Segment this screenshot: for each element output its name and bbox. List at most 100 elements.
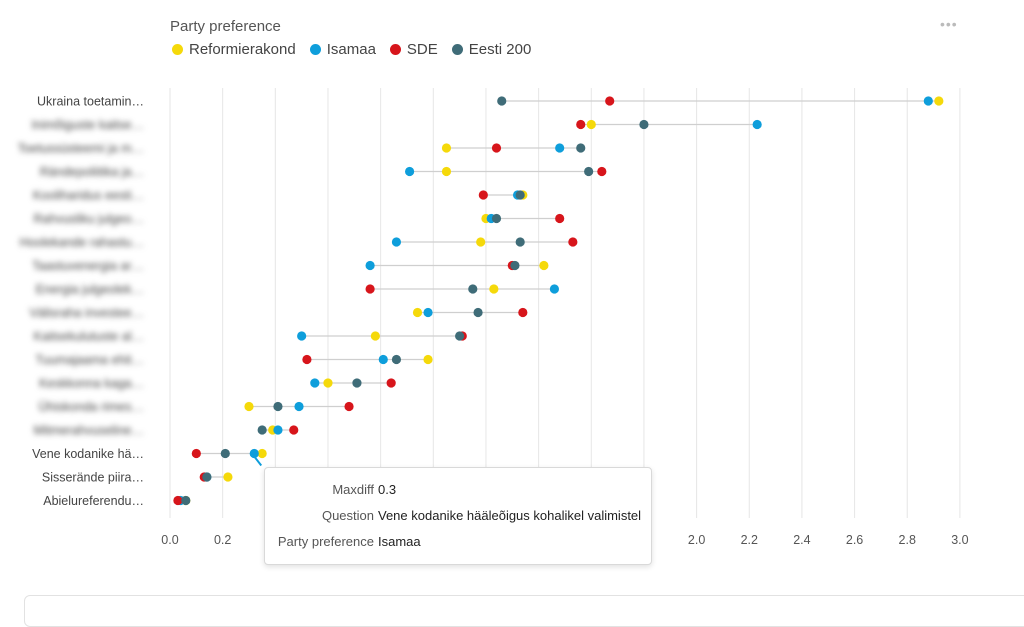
point-reformierakond (412, 307, 423, 318)
point-isamaa (310, 378, 320, 388)
y-category-label: Kooliharidus eesti… (33, 189, 144, 203)
point-eesti-200 (468, 284, 478, 294)
x-tick-label: 2.2 (741, 533, 758, 547)
x-tick-label: 2.0 (688, 533, 705, 547)
legend-dot-icon (172, 44, 183, 55)
point-reformierakond (370, 331, 380, 341)
point-eesti-200 (273, 401, 283, 412)
point-isamaa (423, 307, 433, 318)
point-eesti-200 (352, 378, 362, 388)
point-eesti-200 (497, 96, 507, 106)
point-eesti-200 (584, 166, 594, 177)
point-isamaa (391, 237, 402, 247)
x-tick-label: 2.6 (846, 533, 863, 547)
point-sde (491, 143, 502, 153)
point-reformierakond (223, 472, 233, 482)
y-category-label: Keskkonna kaga… (39, 377, 144, 391)
tooltip-party-value: Isamaa (378, 534, 421, 549)
point-sde (597, 166, 607, 177)
point-isamaa (923, 96, 933, 106)
point-reformierakond (476, 237, 486, 247)
point-eesti-200 (391, 354, 402, 365)
point-sde (555, 213, 565, 224)
y-category-label: Rändepoliitika ja… (40, 165, 144, 179)
point-isamaa (555, 143, 565, 153)
bottom-panel (24, 595, 1024, 627)
y-category-label: Taastuvenergia ar… (32, 259, 144, 273)
point-sde (386, 378, 396, 388)
point-eesti-200 (515, 237, 525, 247)
legend-title: Party preference (170, 18, 281, 35)
legend-item-isamaa[interactable]: Isamaa (309, 41, 376, 58)
point-isamaa (365, 260, 375, 271)
tooltip-maxdiff-label: Maxdiff (332, 482, 374, 497)
point-eesti-200 (473, 307, 483, 318)
point-isamaa (549, 284, 560, 294)
tooltip-party-label: Party preference (277, 534, 374, 549)
y-category-label: Sisserände piira… (42, 471, 144, 485)
point-reformierakond (489, 284, 499, 294)
tooltip: Maxdiff 0.3 Question Vene kodanike hääle… (264, 467, 652, 565)
y-category-label: Ukraina toetamin… (37, 95, 144, 109)
point-reformierakond (323, 378, 333, 388)
point-reformierakond (586, 119, 596, 130)
legend-label: Eesti 200 (468, 41, 532, 58)
point-sde (289, 425, 299, 435)
y-category-label: Inimõiguste kaitse… (31, 118, 144, 132)
point-eesti-200 (576, 143, 586, 153)
dumbbell-chart: 0.00.20.40.60.81.01.21.41.61.82.02.22.42… (18, 88, 969, 547)
point-reformierakond (441, 143, 452, 153)
legend-item-sde[interactable]: SDE (389, 41, 438, 58)
x-tick-label: 2.4 (793, 533, 810, 547)
legend-label: Isamaa (326, 41, 376, 58)
tooltip-question-value: Vene kodanike hääleõigus kohalikel valim… (378, 508, 642, 523)
y-category-label: Hoolekande rahastu… (20, 236, 144, 250)
point-reformierakond (441, 166, 452, 177)
legend-dot-icon (309, 44, 321, 55)
x-tick-label: 3.0 (951, 533, 968, 547)
x-tick-label: 0.0 (161, 533, 178, 547)
point-sde (518, 307, 528, 318)
point-isamaa (297, 331, 307, 341)
legend-label: Reformierakond (189, 41, 296, 58)
point-sde (191, 448, 201, 459)
point-sde (302, 354, 312, 365)
point-reformierakond (539, 260, 549, 271)
y-category-label: Energia julgeolek… (36, 283, 144, 297)
point-eesti-200 (202, 472, 212, 482)
point-sde (605, 96, 615, 106)
legend-item-eesti-200[interactable]: Eesti 200 (451, 41, 532, 58)
point-reformierakond (423, 354, 433, 365)
point-isamaa (273, 425, 283, 435)
y-category-label: Abielureferendu… (43, 494, 144, 508)
point-sde (173, 495, 183, 506)
y-category-label: Ühiskonda rimes… (38, 400, 144, 414)
legend-dot-icon (451, 44, 463, 55)
point-sde (576, 119, 586, 130)
point-eesti-200 (491, 213, 502, 224)
y-category-label: Välisraha investee… (29, 306, 144, 320)
tooltip-maxdiff-value: 0.3 (378, 482, 397, 497)
point-sde (344, 401, 354, 412)
y-category-label: Toetussüsteemi ja m… (18, 142, 144, 156)
y-category-label: Mitmerahvuseline… (34, 424, 144, 438)
legend-item-reformierakond[interactable]: Reformierakond (172, 41, 296, 58)
tooltip-question-label: Question (321, 508, 374, 523)
point-reformierakond (934, 96, 944, 106)
point-eesti-200 (181, 495, 191, 506)
point-eesti-200 (510, 260, 520, 271)
more-options-icon[interactable]: ••• (940, 16, 958, 32)
point-eesti-200 (220, 448, 230, 459)
point-isamaa (405, 166, 415, 177)
y-category-label: Vene kodanike hä… (32, 447, 144, 461)
y-category-label: Kaitsekulutuste al… (34, 330, 144, 344)
x-tick-label: 0.2 (214, 533, 231, 547)
point-sde (568, 237, 578, 247)
legend: Reformierakond Isamaa SDE Eesti 200 (172, 41, 531, 58)
point-isamaa (294, 401, 304, 412)
legend-dot-icon (389, 44, 401, 55)
y-category-label: Rahvusliku julgeo… (34, 212, 144, 226)
tooltip-pointer (253, 455, 263, 467)
point-sde (365, 284, 375, 294)
x-tick-label: 2.8 (899, 533, 916, 547)
